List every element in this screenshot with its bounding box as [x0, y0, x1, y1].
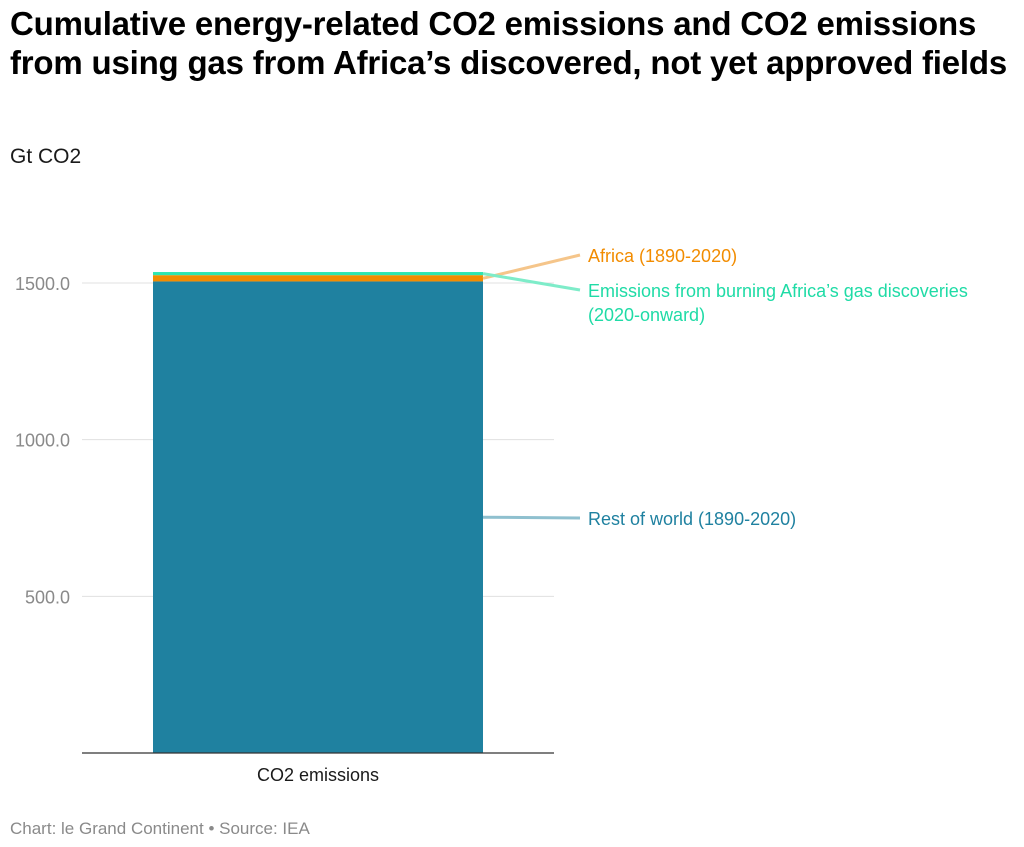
y-tick-label: 1000.0 [15, 431, 70, 451]
chart-source-footer: Chart: le Grand Continent • Source: IEA [10, 819, 310, 838]
y-axis-ticks: 500.0 1000.0 1500.0 [15, 274, 70, 607]
leader-line-1 [482, 253, 581, 280]
x-axis-categories: CO2 emissions [257, 765, 379, 785]
chart-title: Cumulative energy-related CO2 emissions … [10, 5, 1007, 81]
bar-segment-1 [153, 275, 483, 282]
series-label-1-line-0: Africa (1890-2020) [588, 246, 737, 266]
bars [153, 272, 483, 753]
chart-subtitle: Gt CO2 [10, 145, 82, 168]
y-tick-label: 1500.0 [15, 274, 70, 294]
series-labels: Rest of world (1890-2020) Africa (1890-20… [482, 246, 968, 529]
series-label-2-line-1: (2020-onward) [588, 305, 705, 325]
y-tick-label: 500.0 [25, 587, 70, 607]
bar-segment-2 [153, 272, 483, 276]
leader-line-2 [482, 272, 581, 292]
leader-line-0 [482, 515, 581, 520]
series-label-2-line-0: Emissions from burning Africa’s gas disc… [588, 281, 968, 301]
bar-segment-0 [153, 281, 483, 753]
x-category-label: CO2 emissions [257, 765, 379, 785]
series-label-0-line-0: Rest of world (1890-2020) [588, 509, 796, 529]
